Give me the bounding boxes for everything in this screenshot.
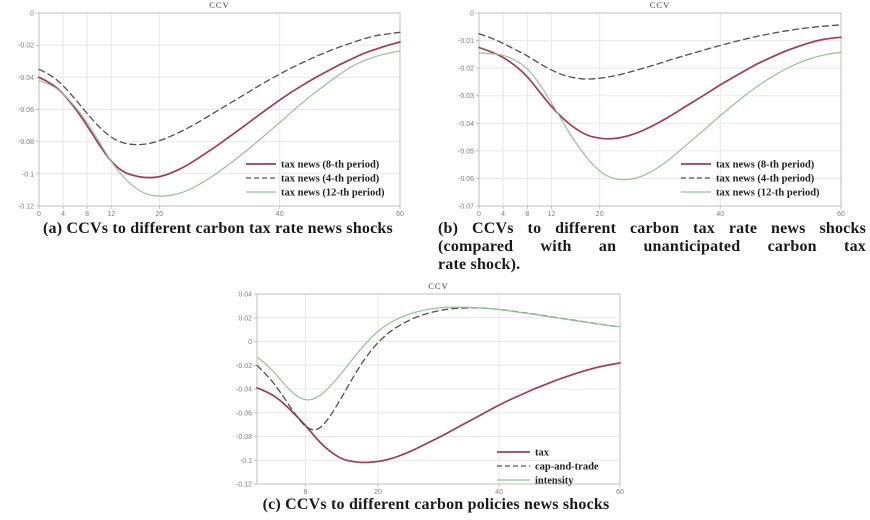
y-tick-label: 0: [470, 11, 474, 18]
x-tick-label: 12: [548, 211, 556, 218]
legend-label-tax: tax: [535, 448, 550, 459]
series-line-intensity: [256, 306, 621, 401]
legend-label-tax-news-8th: tax news (8-th period): [716, 160, 815, 171]
y-tick-label: 0.02: [238, 315, 252, 322]
series-line-tax-news-12th: [478, 51, 842, 181]
x-tick-label: 4: [501, 211, 505, 218]
y-tick-label: -0.04: [236, 387, 252, 394]
legend-label-tax-news-12th: tax news (12-th period): [281, 188, 385, 199]
y-tick-label: -0.12: [236, 482, 252, 489]
caption-b: (b) CCVs to different carbon tax rate ne…: [438, 220, 866, 274]
y-tick-label: -0.1: [240, 458, 252, 465]
x-tick-label: 40: [716, 211, 724, 218]
y-tick-label: -0.08: [236, 434, 252, 441]
legend-label-tax-news-4th: tax news (4-th period): [716, 174, 815, 185]
series-line-tax-news-4th: [478, 24, 842, 80]
series-line-cap-and-trade: [256, 307, 621, 431]
legend-label-tax-news-8th: tax news (8-th period): [281, 160, 380, 171]
legend-label-tax-news-4th: tax news (4-th period): [281, 174, 380, 185]
y-tick-label: -0.03: [458, 93, 474, 100]
chart-c-canvas: 8 20 40 60 0.04 0.02 0 -0.02 -0.04 -0.06 -0.08 -0.1…: [236, 281, 624, 496]
x-tick-label: 8: [303, 489, 307, 496]
x-tick-label: 40: [276, 211, 284, 218]
y-tick-label: -0.12: [18, 204, 34, 211]
y-tick-label: -0.04: [458, 121, 474, 128]
x-tick-label: 20: [596, 211, 604, 218]
y-tick-label: -0.06: [458, 176, 474, 183]
y-tick-label: -0.07: [458, 204, 474, 211]
y-tick-label: -0.02: [458, 66, 474, 73]
x-tick-label: 0: [37, 211, 41, 218]
series-line-tax: [256, 362, 621, 464]
y-tick-label: -0.04: [18, 75, 34, 82]
y-tick-label: -0.08: [18, 139, 34, 146]
x-tick-label: 60: [837, 211, 845, 218]
legend-label-tax-news-12th: tax news (12-th period): [716, 188, 820, 199]
x-tick-label: 0: [477, 211, 481, 218]
chart-title: CCV: [650, 0, 670, 10]
y-tick-label: -0.02: [18, 43, 34, 50]
x-tick-label: 12: [107, 211, 115, 218]
x-tick-label: 4: [61, 211, 65, 218]
x-tick-label: 20: [374, 489, 382, 496]
chart-title: CCV: [209, 0, 229, 10]
caption-line: (compared with an unanticipated carbon t…: [438, 238, 866, 255]
y-tick-label: -0.05: [458, 148, 474, 155]
y-tick-label: -0.06: [236, 410, 252, 417]
series-line-tax-news-4th: [38, 31, 401, 146]
x-tick-label: 60: [616, 489, 624, 496]
y-tick-label: -0.02: [236, 363, 252, 370]
series-line-tax-news-12th: [38, 50, 401, 197]
caption-line: (b) CCVs to different carbon tax rate ne…: [438, 220, 866, 237]
x-tick-label: 8: [85, 211, 89, 218]
y-tick-label: 0: [30, 11, 34, 18]
x-tick-label: 40: [495, 489, 503, 496]
caption-a: (a) CCVs to different carbon tax rate ne…: [43, 220, 393, 237]
chart-a-canvas: 0 4 8 12 20 40 60 0 -0.02 -0.04 -0.06 -0.08 -0.1 -0.1…: [18, 0, 404, 218]
series-line-tax-news-8th: [38, 41, 401, 179]
series-line-tax-news-8th: [478, 36, 842, 140]
x-tick-label: 8: [525, 211, 529, 218]
y-tick-label: -0.01: [458, 38, 474, 45]
chart-b-canvas: 0 4 8 12 20 40 60 0 -0.01 -0.02 -0.03 -0.04 -0.05 -0.…: [458, 0, 845, 218]
legend-label-intensity: intensity: [535, 476, 574, 487]
y-tick-label: -0.06: [18, 107, 34, 114]
y-tick-label: 0: [248, 339, 252, 346]
chart-title: CCV: [428, 281, 448, 291]
y-tick-label: -0.1: [22, 171, 34, 178]
caption-line: rate shock).: [438, 256, 521, 273]
plot-border: [478, 12, 842, 207]
caption-c: (c) CCVs to different carbon policies ne…: [262, 496, 610, 513]
x-tick-label: 60: [396, 211, 404, 218]
x-tick-label: 20: [155, 211, 163, 218]
legend-label-cap-and-trade: cap-and-trade: [535, 462, 599, 473]
y-tick-label: 0.04: [238, 292, 252, 299]
